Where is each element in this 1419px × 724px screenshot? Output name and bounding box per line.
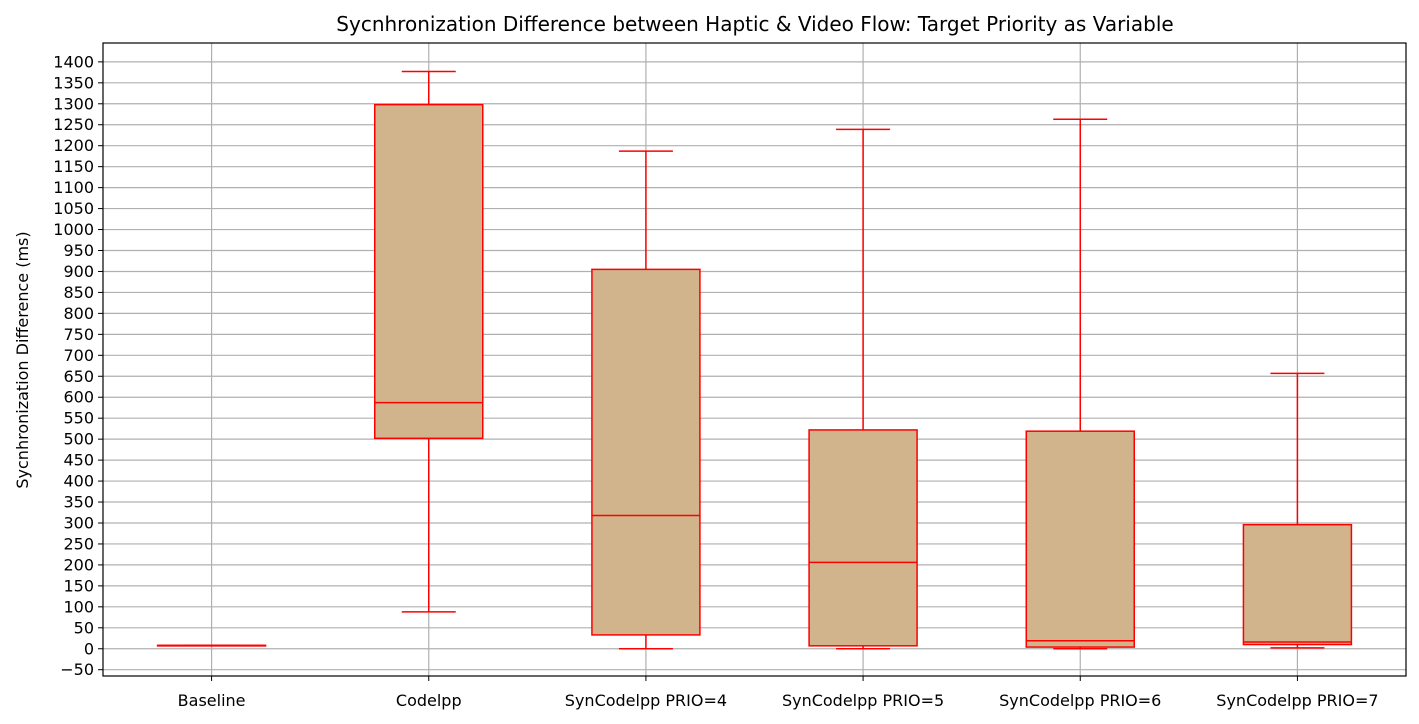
y-tick-label: 450: [63, 451, 94, 470]
chart-title: Sycnhronization Difference between Hapti…: [336, 12, 1173, 36]
x-tick-layer: Baseline Codelpp SynCodelpp PRIO=4 SynCodel…: [178, 676, 1379, 710]
y-tick-label: 850: [63, 283, 94, 302]
box-group: [1025, 118, 1135, 650]
y-tick-label: −50: [60, 660, 94, 679]
box-group: [156, 644, 267, 647]
box-iqr: [591, 268, 701, 636]
y-tick-label: 1150: [53, 157, 94, 176]
x-tick-label: Baseline: [178, 691, 246, 710]
y-tick-label: 750: [63, 325, 94, 344]
x-tick-label: SynCodelpp PRIO=5: [782, 691, 944, 710]
box-group: [808, 128, 918, 650]
y-tick-label: 1300: [53, 94, 94, 113]
box-iqr: [808, 429, 918, 647]
y-tick-label: 500: [63, 430, 94, 449]
y-tick-label: 0: [84, 639, 94, 658]
y-tick-label: 200: [63, 555, 94, 574]
grid-layer: [103, 43, 1406, 676]
y-tick-label: 1400: [53, 52, 94, 71]
y-tick-label: 650: [63, 367, 94, 386]
box-iqr: [374, 103, 484, 440]
y-tick-label: 1200: [53, 136, 94, 155]
x-tick-label: SynCodelpp PRIO=6: [999, 691, 1161, 710]
y-tick-label: 600: [63, 388, 94, 407]
plot-frame: [102, 42, 1407, 677]
y-axis-label: Sycnhronization Difference (ms): [13, 231, 32, 488]
box-group: [1242, 372, 1353, 649]
x-tick-label: Codelpp: [396, 691, 462, 710]
y-tick-label: 950: [63, 241, 94, 260]
y-tick-label: 1050: [53, 199, 94, 218]
y-tick-label: 550: [63, 409, 94, 428]
y-tick-label: 1350: [53, 73, 94, 92]
box-group: [374, 70, 484, 613]
y-tick-label: 50: [74, 618, 94, 637]
y-tick-label: 300: [63, 513, 94, 532]
box-iqr: [1025, 430, 1135, 648]
box-group: [591, 150, 701, 650]
x-tick-label: SynCodelpp PRIO=4: [565, 691, 727, 710]
y-tick-label: 1100: [53, 178, 94, 197]
y-tick-label: 250: [63, 534, 94, 553]
y-tick-label: 400: [63, 472, 94, 491]
y-tick-label: 800: [63, 304, 94, 323]
y-tick-label: 100: [63, 597, 94, 616]
box-iqr: [1242, 523, 1353, 646]
box-layer: [156, 70, 1353, 650]
x-tick-label: SynCodelpp PRIO=7: [1216, 691, 1378, 710]
y-tick-label: 1000: [53, 220, 94, 239]
y-tick-label: 150: [63, 576, 94, 595]
y-tick-label: 1250: [53, 115, 94, 134]
y-tick-label: 700: [63, 346, 94, 365]
y-tick-label: 350: [63, 493, 94, 512]
y-tick-label: 900: [63, 262, 94, 281]
